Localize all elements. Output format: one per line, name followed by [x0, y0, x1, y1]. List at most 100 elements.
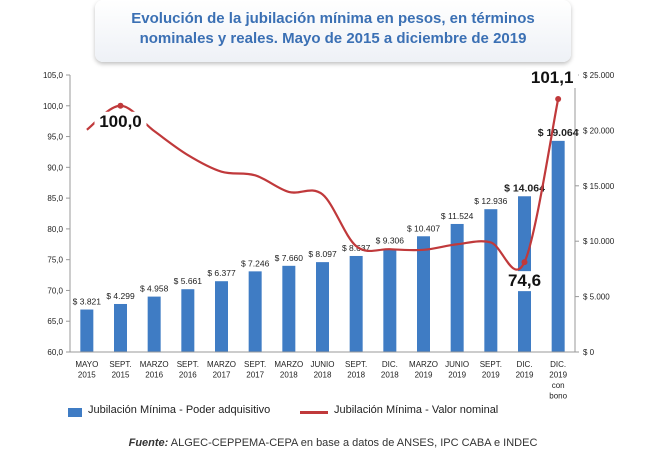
x-axis-label: con: [552, 381, 565, 390]
x-axis-label: 2019: [549, 371, 567, 380]
line-callout-label: 100,0: [99, 112, 142, 131]
legend-bar-label: Jubilación Mínima - Poder adquisitivo: [88, 404, 271, 416]
bar-data-labels: $ 3.821 $ 4.299 $ 4.958 $ 5.661 $ 6.377 $ 7.2…: [73, 127, 579, 307]
left-axis-tick-label: 90,0: [47, 163, 63, 172]
bar: [282, 265, 296, 352]
x-axis-label: SEPT.: [244, 360, 266, 369]
x-axis-label: 2016: [145, 371, 163, 380]
x-axis-label: DIC.: [517, 360, 533, 369]
left-axis-tick-label: 100,0: [43, 102, 64, 111]
bar: [147, 296, 161, 352]
x-axis-label: 2019: [516, 371, 534, 380]
right-axis-tick-label: $ 15.000: [583, 182, 615, 191]
line-callouts: 100,0 74,6 101,1: [94, 68, 579, 292]
bar-data-label: $ 9.306: [376, 236, 405, 246]
line-path: [86, 98, 560, 271]
bar: [417, 236, 430, 352]
bar-data-label: $ 5.661: [174, 276, 203, 286]
x-axis-label: JUNIO: [445, 360, 469, 369]
chart-title-line-1: Evolución de la jubilación mínima en pes…: [131, 10, 535, 27]
x-axis-label: 2015: [112, 371, 130, 380]
bar: [181, 289, 195, 352]
x-axis-label: 2017: [213, 371, 231, 380]
bar: [80, 309, 94, 352]
x-axis-label: 2018: [314, 371, 332, 380]
left-axis-tick-label: 60,0: [47, 348, 63, 357]
line-marker: [117, 102, 124, 109]
x-axis-label: MARZO: [409, 360, 438, 369]
bar-series: [80, 140, 565, 352]
callout-background: [526, 68, 579, 89]
x-axis-label: SEPT.: [177, 360, 199, 369]
x-axis-label: JUNIO: [311, 360, 335, 369]
x-axis-label: 2016: [179, 371, 197, 380]
bar: [215, 281, 228, 352]
x-axis-label: MARZO: [140, 360, 169, 369]
line-callout-label: 101,1: [531, 68, 574, 87]
bar-data-label: $ 4.958: [140, 284, 169, 294]
x-axis-label: MAYO: [75, 360, 98, 369]
bar-data-label: $ 14.064: [504, 182, 545, 194]
x-axis-label: MARZO: [207, 360, 236, 369]
left-axis-tick-label: 105,0: [43, 71, 64, 80]
bar: [349, 255, 363, 352]
bar-data-label: $ 8.637: [342, 243, 371, 253]
callout-background: [94, 111, 147, 132]
x-axis-label: 2018: [280, 371, 298, 380]
left-axis-tick-label: 70,0: [47, 286, 63, 295]
bar-data-label: $ 7.660: [275, 253, 304, 263]
line-marker: [521, 259, 528, 266]
x-axis-label: 2019: [448, 371, 466, 380]
source-label: Fuente:: [128, 437, 169, 449]
left-axis-tick-label: 95,0: [47, 133, 63, 142]
legend-line-label: Jubilación Mínima - Valor nominal: [334, 404, 499, 416]
x-axis-label: DIC.: [382, 360, 398, 369]
right-axis-tick-label: $ 20.000: [583, 126, 615, 135]
bar: [316, 262, 329, 352]
chart-plot: 60,0 65,0 70,0 75,0 80,0 85,0 90,0 95,0 100,0 105…: [43, 68, 615, 401]
right-axis: $ 0 $ 5.000 $ 10.000 $ 15.000 $ 20.000 $ 25.0…: [574, 71, 615, 357]
left-axis-tick-label: 75,0: [47, 256, 63, 265]
x-axis-labels: MAYO 2015 SEPT. 2015 MARZO 2016 SEPT. 2016 MARZO…: [70, 351, 575, 401]
bar: [248, 271, 262, 352]
right-axis-tick-label: $ 10.000: [583, 237, 615, 246]
source-note: Fuente: ALGEC-CEPPEMA-CEPA en base a dat…: [0, 437, 666, 449]
left-axis-tick-label: 80,0: [47, 225, 63, 234]
line-callout-label: 74,6: [508, 271, 541, 290]
chart-title-box: Evolución de la jubilación mínima en pes…: [95, 0, 571, 62]
bar-data-label: $ 11.524: [441, 211, 474, 221]
bar: [484, 209, 498, 352]
x-axis-label: bono: [549, 392, 567, 401]
x-axis-label: MARZO: [274, 360, 303, 369]
right-axis-tick-label: $ 0: [583, 348, 595, 357]
source-text: ALGEC-CEPPEMA-CEPA en base a datos de AN…: [170, 437, 538, 449]
x-axis-label: 2017: [246, 371, 264, 380]
bar-data-label: $ 7.246: [241, 258, 270, 268]
bar-data-label: $ 6.377: [207, 268, 236, 278]
bar: [551, 140, 565, 352]
bar-data-label: $ 10.407: [407, 223, 440, 233]
x-axis-label: 2019: [415, 371, 433, 380]
bar: [383, 248, 397, 352]
bar: [114, 303, 127, 352]
legend-line-swatch: [300, 411, 328, 414]
line-marker: [555, 96, 562, 103]
left-axis: 60,0 65,0 70,0 75,0 80,0 85,0 90,0 95,0 100,0 105…: [43, 71, 71, 357]
x-axis-label: SEPT.: [480, 360, 502, 369]
left-axis-tick-label: 65,0: [47, 317, 63, 326]
x-axis-label: 2018: [381, 371, 399, 380]
x-axis-label: 2019: [482, 371, 500, 380]
callout-background: [498, 271, 551, 292]
right-axis-tick-label: $ 25.000: [583, 71, 615, 80]
bar-data-label: $ 12.936: [474, 196, 507, 206]
x-axis-label: SEPT.: [345, 360, 367, 369]
right-axis-tick-label: $ 5.000: [583, 293, 610, 302]
bar: [450, 223, 464, 352]
x-axis-label: 2018: [347, 371, 365, 380]
bar-data-label: $ 3.821: [73, 297, 102, 307]
x-axis-label: SEPT.: [109, 360, 131, 369]
bar-data-label: $ 19.064: [538, 127, 579, 139]
bar-data-label: $ 8.097: [308, 249, 337, 259]
bar-data-label: $ 4.299: [106, 291, 135, 301]
x-axis-label: DIC.: [550, 360, 566, 369]
